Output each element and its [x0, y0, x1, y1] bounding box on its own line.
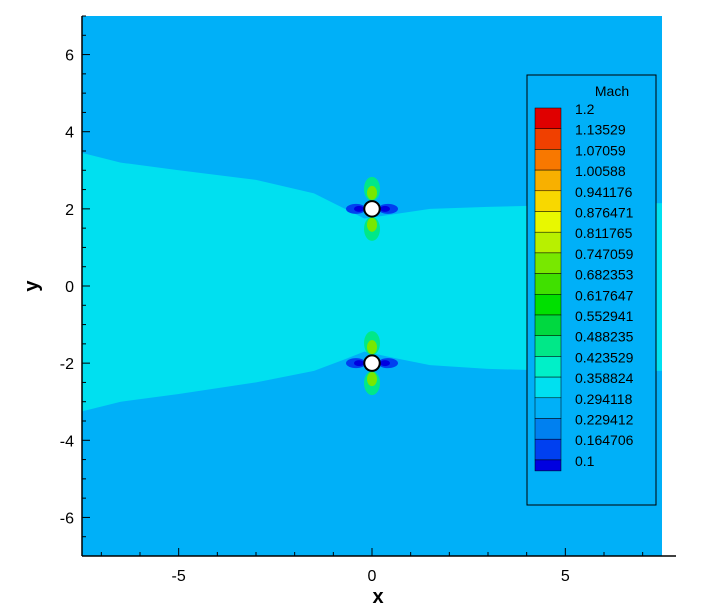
legend-label: 0.488235: [575, 329, 634, 345]
y-tick-label: -4: [60, 433, 74, 450]
legend-swatch: [534, 459, 562, 472]
legend-label: 1.00588: [575, 163, 626, 179]
legend-swatch: [534, 190, 562, 212]
legend-swatch: [534, 335, 562, 357]
x-tick-label: -5: [172, 568, 186, 585]
legend-swatch: [534, 376, 562, 399]
y-tick-label: -6: [60, 510, 74, 527]
x-tick-label: 5: [561, 568, 570, 585]
legend-label: 1.13529: [575, 122, 626, 138]
legend-label: 0.617647: [575, 287, 634, 303]
legend-label: 0.294118: [575, 391, 633, 407]
x-axis-title: x: [372, 586, 383, 608]
y-axis-title: y: [21, 280, 43, 292]
legend-swatch: [534, 314, 562, 336]
legend-swatch: [534, 107, 562, 129]
lobe-lower-core: [367, 372, 377, 387]
legend-label: 0.358824: [575, 370, 634, 386]
legend-swatch: [534, 169, 562, 192]
y-tick-label: 2: [65, 202, 74, 219]
legend-swatch: [534, 438, 562, 461]
legend-label: 0.164706: [575, 432, 634, 448]
jet-region: [82, 152, 662, 412]
legend-swatch: [534, 149, 562, 171]
legend-label: 0.747059: [575, 246, 634, 262]
y-tick-label: -2: [60, 356, 74, 373]
cylinder-body: [363, 200, 381, 218]
y-tick-label: 6: [65, 48, 74, 65]
legend-label: 0.811765: [575, 225, 633, 241]
legend-swatch: [534, 356, 562, 378]
legend: Mach 1.2 1.13529 1.07059 1.00588 0.941176 0.8…: [526, 74, 657, 506]
legend-swatch: [534, 418, 562, 440]
tick-labels: -5 0 5 -6 -4 -2 0 2 4 6: [60, 48, 570, 585]
legend-label: 0.229412: [575, 412, 634, 428]
legend-title: Mach: [595, 83, 629, 99]
legend-swatch: [534, 211, 562, 233]
legend-label: 0.1: [575, 453, 595, 469]
lobe-lower-core: [367, 217, 377, 232]
cylinder-2: [346, 331, 398, 396]
wake-right-core: [380, 205, 390, 212]
legend-swatch: [534, 252, 562, 274]
y-tick-label: 4: [65, 125, 74, 142]
legend-label: 1.2: [575, 101, 595, 117]
wake-left-core: [354, 205, 364, 212]
lobe-upper-core: [367, 340, 377, 355]
legend-swatch: [534, 128, 562, 150]
legend-swatch: [534, 273, 562, 295]
y-tick-label: 0: [65, 279, 74, 296]
lobe-upper-core: [367, 185, 377, 200]
legend-label: 0.941176: [575, 184, 633, 200]
x-tick-label: 0: [368, 568, 377, 585]
legend-items: 1.2 1.13529 1.07059 1.00588 0.941176 0.876471…: [534, 101, 634, 472]
legend-label: 0.876471: [575, 205, 634, 221]
cylinder-body: [363, 354, 381, 372]
wake-left-core: [354, 360, 364, 367]
legend-label: 0.423529: [575, 349, 634, 365]
cylinders: [346, 176, 398, 396]
axes: [81, 15, 676, 557]
legend-label: 0.682353: [575, 267, 634, 283]
legend-label: 0.552941: [575, 308, 634, 324]
legend-swatch: [534, 294, 562, 316]
legend-swatch: [534, 231, 562, 254]
legend-swatch: [534, 397, 562, 419]
wake-right-core: [380, 360, 390, 367]
legend-label: 1.07059: [575, 142, 626, 158]
cylinder-1: [346, 176, 398, 241]
